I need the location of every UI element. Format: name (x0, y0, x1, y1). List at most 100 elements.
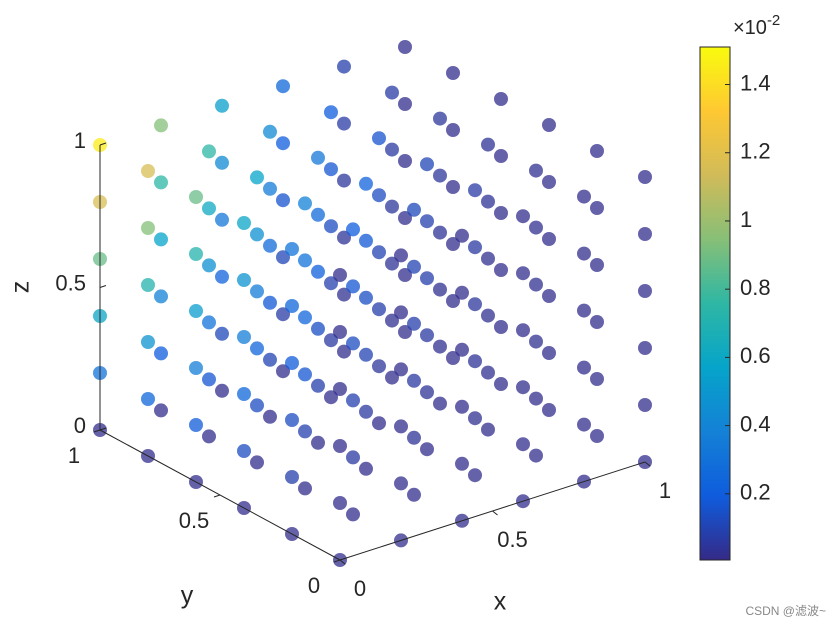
point (346, 222, 360, 237)
point (385, 85, 399, 100)
x-tick-label: 0 (354, 576, 366, 601)
point (250, 227, 264, 242)
point (638, 341, 652, 355)
point (455, 228, 469, 243)
x-tick-label: 1 (659, 478, 671, 503)
point (346, 450, 360, 465)
point (298, 196, 312, 211)
point (494, 149, 508, 163)
x-axis-label: x (494, 588, 507, 616)
point (359, 461, 373, 476)
point (298, 367, 312, 382)
x-tick-label: 0.5 (497, 527, 528, 552)
point (398, 97, 412, 111)
point (372, 359, 386, 374)
point (324, 276, 338, 291)
point (263, 295, 277, 310)
point (276, 364, 290, 379)
point (333, 439, 347, 453)
point (298, 310, 312, 325)
y-tick (333, 559, 341, 563)
point (215, 326, 229, 341)
point (394, 362, 408, 377)
point (420, 157, 434, 172)
point (285, 242, 299, 256)
point (542, 346, 556, 360)
x-tick (492, 510, 498, 516)
point (324, 390, 338, 405)
point (276, 136, 290, 151)
point (577, 189, 591, 204)
point (298, 424, 312, 439)
point (250, 284, 264, 299)
point (516, 209, 530, 224)
point (638, 284, 652, 298)
point (385, 370, 399, 385)
point (446, 351, 460, 365)
z-tick-label: 1 (74, 128, 86, 153)
z-tick-label: 0.5 (55, 270, 86, 295)
point (468, 468, 482, 483)
point (237, 273, 251, 287)
colorbar (699, 46, 731, 561)
point (250, 341, 264, 356)
point (590, 429, 604, 443)
point (542, 118, 556, 132)
point (346, 507, 360, 522)
point (385, 256, 399, 271)
colorbar-multiplier: ×10-2 (733, 12, 780, 39)
point (202, 201, 216, 216)
y-tick-label: 1 (68, 443, 80, 468)
point (420, 328, 434, 343)
z-tick-label: 0 (74, 413, 86, 438)
point (337, 344, 351, 359)
point (394, 248, 408, 263)
point (446, 237, 460, 251)
point (359, 233, 373, 248)
point (433, 282, 447, 297)
point (516, 437, 530, 452)
z-tick (99, 285, 107, 288)
point (468, 240, 482, 255)
point (372, 416, 386, 431)
point (420, 271, 434, 286)
point (481, 194, 495, 209)
point (638, 170, 652, 184)
point (324, 162, 338, 177)
point (237, 216, 251, 230)
point (215, 212, 229, 227)
point (385, 142, 399, 157)
y-tick-label: 0 (308, 573, 320, 598)
point (359, 176, 373, 191)
point (237, 330, 251, 344)
point (333, 268, 347, 282)
point (250, 455, 264, 470)
point (481, 251, 495, 266)
point (420, 442, 434, 457)
point (433, 396, 447, 411)
point (542, 175, 556, 189)
point (250, 398, 264, 413)
point (298, 253, 312, 268)
point (333, 496, 347, 510)
point (529, 334, 543, 349)
point (577, 303, 591, 318)
point (202, 144, 216, 159)
point (189, 190, 203, 204)
point (481, 308, 495, 323)
point (494, 377, 508, 391)
y-axis-label: y (181, 582, 194, 610)
point (542, 403, 556, 417)
point (141, 392, 155, 406)
point (263, 409, 277, 424)
point (590, 258, 604, 272)
point (298, 481, 312, 496)
point (285, 413, 299, 427)
point (494, 320, 508, 334)
point (433, 339, 447, 354)
point (577, 360, 591, 375)
x-tick (644, 461, 651, 467)
point (154, 346, 168, 361)
point (398, 325, 412, 339)
point (202, 372, 216, 387)
